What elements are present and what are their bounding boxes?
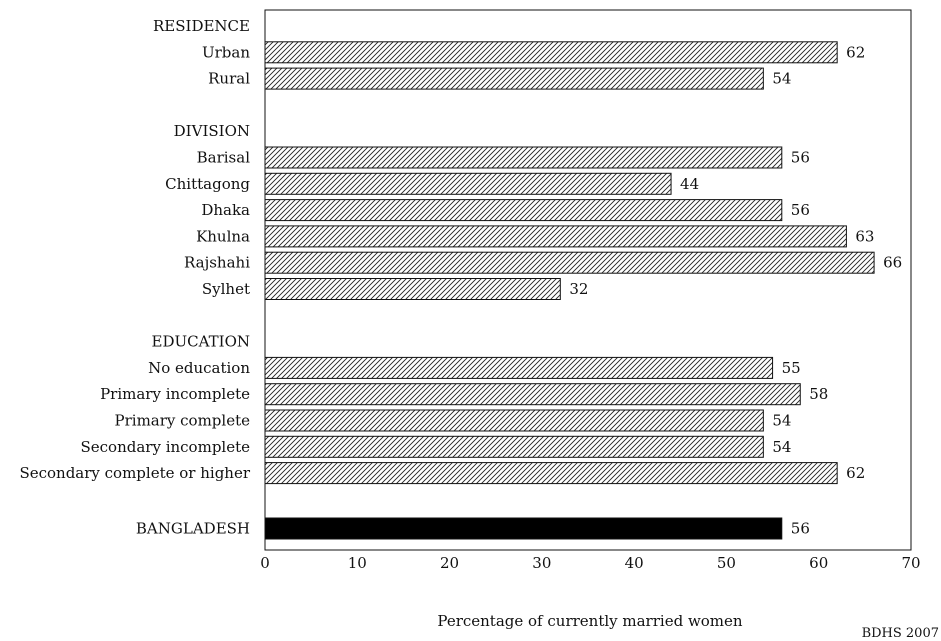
x-tick-60: 60 — [809, 554, 828, 572]
category-label-primary-complete: Primary complete — [115, 412, 251, 430]
source-note: BDHS 2007 — [862, 626, 939, 641]
value-label-rural: 54 — [772, 70, 791, 88]
group-label-education: EDUCATION — [152, 333, 250, 351]
bar-primary-incomplete — [264, 383, 801, 406]
category-label-secondary-incomplete: Secondary incomplete — [81, 438, 251, 456]
bar-urban — [264, 41, 838, 64]
category-label-urban: Urban — [202, 43, 250, 61]
bar-secondary-incomplete — [264, 435, 764, 458]
value-label-sylhet: 32 — [569, 280, 588, 298]
value-label-urban: 62 — [846, 43, 865, 61]
value-label-barisal: 56 — [791, 149, 810, 167]
x-tick-40: 40 — [625, 554, 644, 572]
group-label-residence: RESIDENCE — [153, 17, 250, 35]
value-label-khulna: 63 — [855, 227, 874, 245]
bar-primary-complete — [264, 409, 764, 432]
x-tick-50: 50 — [717, 554, 736, 572]
x-axis-ticks: 0 10 20 30 40 50 60 70 — [260, 554, 920, 572]
value-label-bangladesh: 56 — [791, 520, 810, 538]
value-label-chittagong: 44 — [680, 175, 699, 193]
x-tick-0: 0 — [260, 554, 270, 572]
bar-bangladesh — [264, 517, 783, 540]
x-tick-10: 10 — [348, 554, 367, 572]
bar-rural — [264, 67, 764, 90]
category-label-rajshahi: Rajshahi — [184, 254, 250, 272]
value-label-primary-complete: 54 — [772, 412, 791, 430]
value-label-rajshahi: 66 — [883, 254, 902, 272]
x-tick-30: 30 — [532, 554, 551, 572]
category-label-primary-incomplete: Primary incomplete — [100, 385, 250, 403]
bar-chittagong — [264, 172, 672, 195]
value-label-primary-incomplete: 58 — [809, 385, 828, 403]
category-label-no-education: No education — [148, 359, 250, 377]
bar-khulna — [264, 225, 847, 248]
category-label-secondary-complete-or-higher: Secondary complete or higher — [19, 464, 250, 482]
bars-layer — [264, 41, 875, 540]
bar-secondary-complete-or-higher — [264, 462, 838, 485]
bar-dhaka — [264, 199, 783, 222]
value-label-no-education: 55 — [782, 359, 801, 377]
labels-layer: RESIDENCE Urban 62 Rural 54 DIVISION Barisal 56… — [19, 17, 902, 538]
category-label-rural: Rural — [208, 70, 250, 88]
category-label-bangladesh: BANGLADESH — [136, 520, 250, 538]
x-tick-20: 20 — [440, 554, 459, 572]
bar-no-education — [264, 356, 774, 379]
category-label-khulna: Khulna — [196, 227, 250, 245]
category-label-barisal: Barisal — [197, 149, 251, 167]
bar-sylhet — [264, 278, 561, 300]
group-label-division: DIVISION — [174, 122, 250, 140]
bar-barisal — [264, 146, 783, 169]
category-label-chittagong: Chittagong — [165, 175, 250, 193]
x-tick-70: 70 — [901, 554, 920, 572]
value-label-secondary-incomplete: 54 — [772, 438, 791, 456]
bar-rajshahi — [264, 251, 875, 274]
value-label-secondary-complete-or-higher: 62 — [846, 464, 865, 482]
value-label-dhaka: 56 — [791, 201, 810, 219]
category-label-dhaka: Dhaka — [201, 201, 250, 219]
x-axis-title: Percentage of currently married women — [437, 612, 743, 630]
category-label-sylhet: Sylhet — [202, 280, 250, 298]
